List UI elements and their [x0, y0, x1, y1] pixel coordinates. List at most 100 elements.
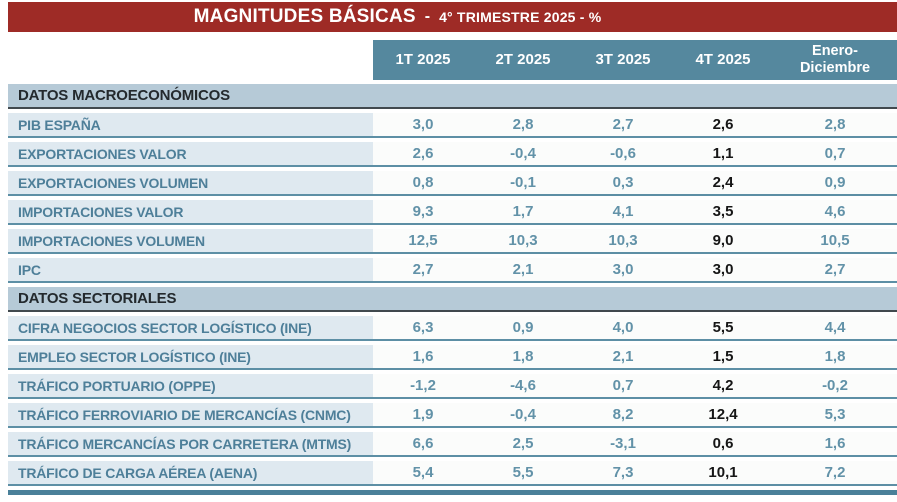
title-main: MAGNITUDES BÁSICAS — [193, 6, 416, 27]
value-cell: 2,7 — [373, 258, 473, 283]
value-cell: 1,6 — [773, 432, 897, 457]
value-cell: -0,4 — [473, 142, 573, 167]
value-cell: 1,9 — [373, 403, 473, 428]
column-header-2t-2025: 2T 2025 — [473, 40, 573, 80]
value-cell: -3,1 — [573, 432, 673, 457]
value-cell: -0,2 — [773, 374, 897, 399]
value-cell: 2,7 — [773, 258, 897, 283]
value-cell: -0,1 — [473, 171, 573, 196]
value-cell: 7,3 — [573, 461, 673, 486]
value-cell: 2,8 — [473, 113, 573, 138]
value-cell: 10,3 — [573, 229, 673, 254]
value-cell: 6,3 — [373, 316, 473, 341]
section-title: DATOS SECTORIALES — [8, 287, 897, 312]
value-cell: 2,5 — [473, 432, 573, 457]
value-cell: -4,6 — [473, 374, 573, 399]
value-cell: 2,1 — [573, 345, 673, 370]
column-header-enero-diciembre: Enero- Diciembre — [773, 40, 897, 80]
column-header-3t-2025: 3T 2025 — [573, 40, 673, 80]
value-cell: 5,3 — [773, 403, 897, 428]
value-cell: 2,1 — [473, 258, 573, 283]
value-cell-highlighted: 1,1 — [673, 142, 773, 167]
value-cell: -0,4 — [473, 403, 573, 428]
row-label: IMPORTACIONES VALOR — [8, 200, 373, 225]
bottom-accent-bar — [8, 490, 897, 495]
value-cell: 0,9 — [473, 316, 573, 341]
value-cell: -0,6 — [573, 142, 673, 167]
value-cell: 4,6 — [773, 200, 897, 225]
value-cell: 0,7 — [773, 142, 897, 167]
title-banner: MAGNITUDES BÁSICAS - 4° TRIMESTRE 2025 -… — [8, 2, 897, 32]
title-separator: - — [424, 8, 431, 25]
value-cell: 4,4 — [773, 316, 897, 341]
value-cell-highlighted: 12,4 — [673, 403, 773, 428]
row-label: EXPORTACIONES VALOR — [8, 142, 373, 167]
value-cell-highlighted: 3,5 — [673, 200, 773, 225]
value-cell: -1,2 — [373, 374, 473, 399]
section-header-row: DATOS SECTORIALES — [8, 287, 897, 312]
value-cell: 1,6 — [373, 345, 473, 370]
value-cell: 5,4 — [373, 461, 473, 486]
section-title: DATOS MACROECONÓMICOS — [8, 84, 897, 109]
table-row: IPC 2,7 2,1 3,0 3,0 2,7 — [8, 258, 897, 283]
value-cell-highlighted: 5,5 — [673, 316, 773, 341]
title-subtitle: 4° TRIMESTRE 2025 - % — [439, 9, 602, 25]
row-label: CIFRA NEGOCIOS SECTOR LOGÍSTICO (INE) — [8, 316, 373, 341]
value-cell: 12,5 — [373, 229, 473, 254]
row-label: TRÁFICO MERCANCÍAS POR CARRETERA (MTMS) — [8, 432, 373, 457]
value-cell: 10,5 — [773, 229, 897, 254]
table-row: TRÁFICO FERROVIARIO DE MERCANCÍAS (CNMC)… — [8, 403, 897, 428]
value-cell: 1,7 — [473, 200, 573, 225]
value-cell-highlighted: 9,0 — [673, 229, 773, 254]
value-cell: 0,9 — [773, 171, 897, 196]
value-cell: 0,7 — [573, 374, 673, 399]
value-cell: 1,8 — [473, 345, 573, 370]
value-cell: 1,8 — [773, 345, 897, 370]
table-row: EXPORTACIONES VOLUMEN 0,8 -0,1 0,3 2,4 0,9 — [8, 171, 897, 196]
row-label: IPC — [8, 258, 373, 283]
table-row: EXPORTACIONES VALOR 2,6 -0,4 -0,6 1,1 0,7 — [8, 142, 897, 167]
value-cell: 2,8 — [773, 113, 897, 138]
value-cell: 4,0 — [573, 316, 673, 341]
value-cell-highlighted: 4,2 — [673, 374, 773, 399]
section-header-row: DATOS MACROECONÓMICOS — [8, 84, 897, 109]
value-cell: 3,0 — [373, 113, 473, 138]
table-row: TRÁFICO PORTUARIO (OPPE) -1,2 -4,6 0,7 4,2 -0… — [8, 374, 897, 399]
row-label: TRÁFICO PORTUARIO (OPPE) — [8, 374, 373, 399]
empty-corner-cell — [8, 40, 373, 80]
value-cell-highlighted: 3,0 — [673, 258, 773, 283]
value-cell: 4,1 — [573, 200, 673, 225]
magnitudes-table: 1T 2025 2T 2025 3T 2025 4T 2025 Enero- D… — [8, 36, 897, 490]
table-row: EMPLEO SECTOR LOGÍSTICO (INE) 1,6 1,8 2,1 1,… — [8, 345, 897, 370]
value-cell: 9,3 — [373, 200, 473, 225]
row-label: PIB ESPAÑA — [8, 113, 373, 138]
column-header-4t-2025: 4T 2025 — [673, 40, 773, 80]
value-cell: 5,5 — [473, 461, 573, 486]
value-cell: 2,6 — [373, 142, 473, 167]
value-cell: 6,6 — [373, 432, 473, 457]
table-row: TRÁFICO DE CARGA AÉREA (AENA) 5,4 5,5 7,3 10… — [8, 461, 897, 486]
value-cell-highlighted: 1,5 — [673, 345, 773, 370]
table-row: IMPORTACIONES VALOR 9,3 1,7 4,1 3,5 4,6 — [8, 200, 897, 225]
table-row: TRÁFICO MERCANCÍAS POR CARRETERA (MTMS) 6… — [8, 432, 897, 457]
value-cell: 0,3 — [573, 171, 673, 196]
row-label: IMPORTACIONES VOLUMEN — [8, 229, 373, 254]
value-cell: 0,8 — [373, 171, 473, 196]
row-label: EXPORTACIONES VOLUMEN — [8, 171, 373, 196]
column-header-1t-2025: 1T 2025 — [373, 40, 473, 80]
value-cell-highlighted: 10,1 — [673, 461, 773, 486]
column-header-row: 1T 2025 2T 2025 3T 2025 4T 2025 Enero- D… — [8, 40, 897, 80]
value-cell-highlighted: 2,6 — [673, 113, 773, 138]
table-row: IMPORTACIONES VOLUMEN 12,5 10,3 10,3 9,0 10,5 — [8, 229, 897, 254]
value-cell: 10,3 — [473, 229, 573, 254]
row-label: TRÁFICO FERROVIARIO DE MERCANCÍAS (CNMC) — [8, 403, 373, 428]
row-label: EMPLEO SECTOR LOGÍSTICO (INE) — [8, 345, 373, 370]
table-row: CIFRA NEGOCIOS SECTOR LOGÍSTICO (INE) 6,3… — [8, 316, 897, 341]
table-row: PIB ESPAÑA 3,0 2,8 2,7 2,6 2,8 — [8, 113, 897, 138]
row-label: TRÁFICO DE CARGA AÉREA (AENA) — [8, 461, 373, 486]
value-cell: 8,2 — [573, 403, 673, 428]
value-cell: 7,2 — [773, 461, 897, 486]
value-cell-highlighted: 0,6 — [673, 432, 773, 457]
value-cell-highlighted: 2,4 — [673, 171, 773, 196]
